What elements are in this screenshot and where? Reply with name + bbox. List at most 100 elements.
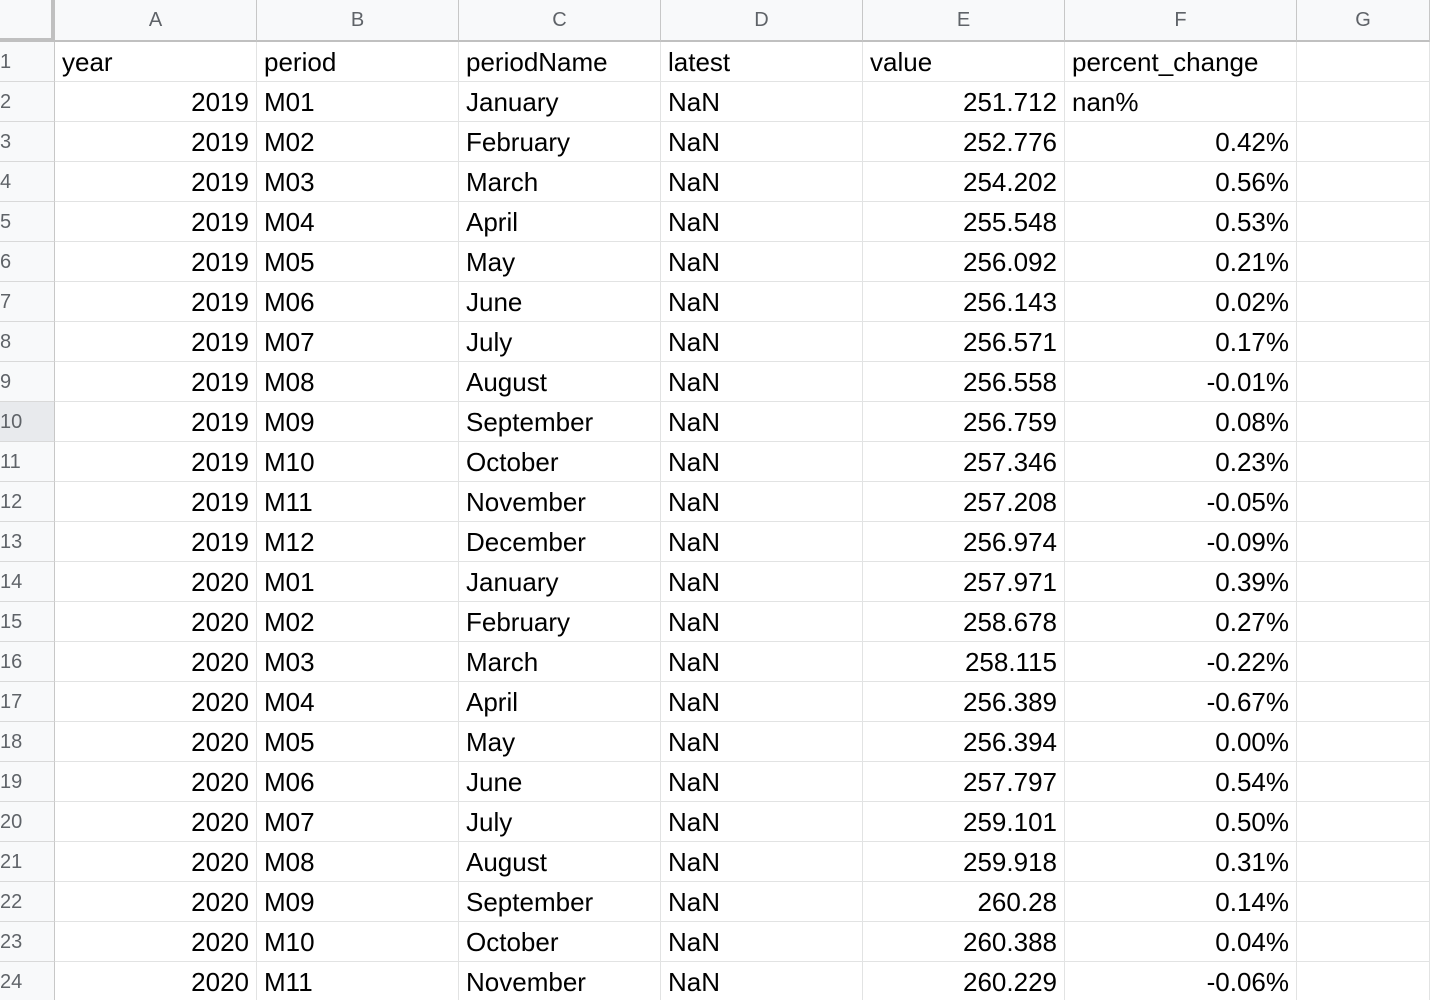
cell-latest[interactable]: NaN	[661, 682, 863, 722]
cell-value[interactable]: 256.143	[863, 282, 1065, 322]
row-header[interactable]: 7	[0, 282, 55, 322]
column-header-f[interactable]: F	[1065, 0, 1297, 42]
cell-period[interactable]: M01	[257, 562, 459, 602]
cell-empty[interactable]	[1297, 522, 1430, 562]
cell-year[interactable]: 2020	[55, 882, 257, 922]
cell-period[interactable]: M06	[257, 282, 459, 322]
cell-period[interactable]: M09	[257, 402, 459, 442]
cell-value[interactable]: 251.712	[863, 82, 1065, 122]
row-header[interactable]: 20	[0, 802, 55, 842]
row-header[interactable]: 4	[0, 162, 55, 202]
cell-periodname[interactable]: September	[459, 882, 661, 922]
cell-empty[interactable]	[1297, 82, 1430, 122]
cell-empty[interactable]	[1297, 362, 1430, 402]
row-header[interactable]: 19	[0, 762, 55, 802]
cell-percent-change[interactable]: -0.05%	[1065, 482, 1297, 522]
row-header[interactable]: 8	[0, 322, 55, 362]
cell-latest[interactable]: NaN	[661, 922, 863, 962]
cell-period[interactable]: M02	[257, 602, 459, 642]
cell-percent-change[interactable]: -0.06%	[1065, 962, 1297, 1000]
cell-periodname[interactable]: November	[459, 482, 661, 522]
cell-header-value[interactable]: value	[863, 42, 1065, 82]
column-header-e[interactable]: E	[863, 0, 1065, 42]
cell-percent-change[interactable]: 0.14%	[1065, 882, 1297, 922]
cell-period[interactable]: M11	[257, 482, 459, 522]
cell-year[interactable]: 2020	[55, 842, 257, 882]
cell-latest[interactable]: NaN	[661, 482, 863, 522]
cell-latest[interactable]: NaN	[661, 882, 863, 922]
row-header[interactable]: 24	[0, 962, 55, 1000]
cell-value[interactable]: 260.28	[863, 882, 1065, 922]
cell-year[interactable]: 2020	[55, 682, 257, 722]
row-header[interactable]: 22	[0, 882, 55, 922]
cell-latest[interactable]: NaN	[661, 322, 863, 362]
cell-value[interactable]: 254.202	[863, 162, 1065, 202]
cell-empty[interactable]	[1297, 482, 1430, 522]
row-header[interactable]: 1	[0, 42, 55, 82]
cell-latest[interactable]: NaN	[661, 242, 863, 282]
cell-empty[interactable]	[1297, 122, 1430, 162]
cell-periodname[interactable]: January	[459, 562, 661, 602]
cell-value[interactable]: 256.389	[863, 682, 1065, 722]
cell-periodname[interactable]: January	[459, 82, 661, 122]
cell-latest[interactable]: NaN	[661, 802, 863, 842]
cell-value[interactable]: 256.759	[863, 402, 1065, 442]
cell-latest[interactable]: NaN	[661, 762, 863, 802]
cell-periodname[interactable]: June	[459, 282, 661, 322]
cell-value[interactable]: 255.548	[863, 202, 1065, 242]
cell-periodname[interactable]: April	[459, 682, 661, 722]
cell-year[interactable]: 2019	[55, 282, 257, 322]
row-header[interactable]: 10	[0, 402, 55, 442]
cell-percent-change[interactable]: 0.17%	[1065, 322, 1297, 362]
row-header[interactable]: 11	[0, 442, 55, 482]
cell-header-periodname[interactable]: periodName	[459, 42, 661, 82]
cell-latest[interactable]: NaN	[661, 362, 863, 402]
cell-empty[interactable]	[1297, 442, 1430, 482]
cell-header-latest[interactable]: latest	[661, 42, 863, 82]
cell-year[interactable]: 2019	[55, 402, 257, 442]
column-header-a[interactable]: A	[55, 0, 257, 42]
cell-year[interactable]: 2019	[55, 322, 257, 362]
cell-percent-change[interactable]: 0.00%	[1065, 722, 1297, 762]
cell-value[interactable]: 256.092	[863, 242, 1065, 282]
cell-period[interactable]: M05	[257, 242, 459, 282]
cell-value[interactable]: 259.918	[863, 842, 1065, 882]
cell-period[interactable]: M12	[257, 522, 459, 562]
cell-percent-change[interactable]: 0.02%	[1065, 282, 1297, 322]
cell-year[interactable]: 2020	[55, 602, 257, 642]
row-header[interactable]: 5	[0, 202, 55, 242]
cell-percent-change[interactable]: 0.21%	[1065, 242, 1297, 282]
cell-value[interactable]: 256.394	[863, 722, 1065, 762]
cell-value[interactable]: 257.346	[863, 442, 1065, 482]
cell-year[interactable]: 2019	[55, 122, 257, 162]
cell-value[interactable]: 252.776	[863, 122, 1065, 162]
cell-latest[interactable]: NaN	[661, 162, 863, 202]
cell-percent-change[interactable]: 0.04%	[1065, 922, 1297, 962]
cell-period[interactable]: M10	[257, 442, 459, 482]
cell-latest[interactable]: NaN	[661, 122, 863, 162]
cell-percent-change[interactable]: 0.31%	[1065, 842, 1297, 882]
cell-empty[interactable]	[1297, 682, 1430, 722]
cell-latest[interactable]: NaN	[661, 522, 863, 562]
cell-empty[interactable]	[1297, 842, 1430, 882]
cell-periodname[interactable]: May	[459, 722, 661, 762]
cell-empty[interactable]	[1297, 162, 1430, 202]
cell-year[interactable]: 2020	[55, 962, 257, 1000]
cell-periodname[interactable]: August	[459, 362, 661, 402]
cell-period[interactable]: M02	[257, 122, 459, 162]
cell-periodname[interactable]: March	[459, 162, 661, 202]
cell-value[interactable]: 260.388	[863, 922, 1065, 962]
cell-empty[interactable]	[1297, 402, 1430, 442]
cell-empty[interactable]	[1297, 322, 1430, 362]
cell-value[interactable]: 257.971	[863, 562, 1065, 602]
cell-period[interactable]: M04	[257, 682, 459, 722]
cell-year[interactable]: 2020	[55, 922, 257, 962]
cell-empty[interactable]	[1297, 722, 1430, 762]
column-header-b[interactable]: B	[257, 0, 459, 42]
cell-latest[interactable]: NaN	[661, 82, 863, 122]
cell-percent-change[interactable]: 0.56%	[1065, 162, 1297, 202]
cell-value[interactable]: 258.678	[863, 602, 1065, 642]
cell-value[interactable]: 257.797	[863, 762, 1065, 802]
cell-periodname[interactable]: September	[459, 402, 661, 442]
